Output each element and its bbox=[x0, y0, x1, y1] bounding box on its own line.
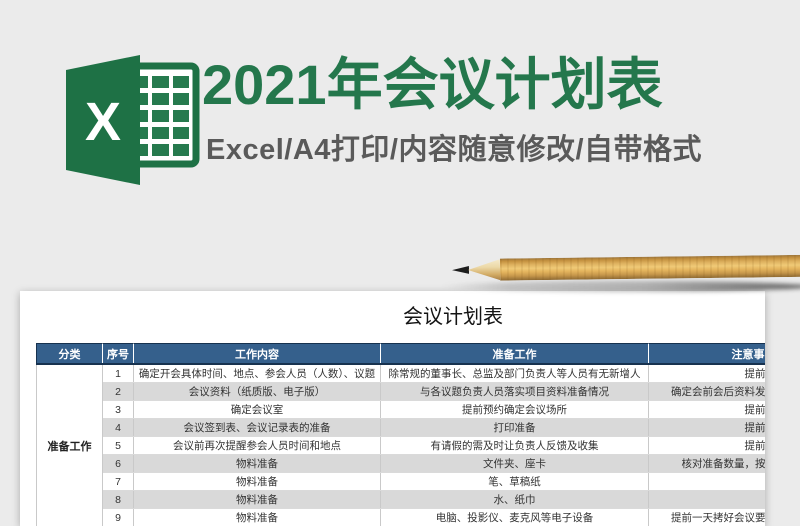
cell-content: 物料准备 bbox=[133, 454, 381, 473]
banner-title: 2021年会议计划表 bbox=[202, 53, 663, 116]
table-row: 2 会议资料（纸质版、电子版） 与各议题负责人员落实项目资料准备情况 确定会前会… bbox=[37, 382, 765, 401]
header-prep: 准备工作 bbox=[380, 343, 649, 365]
cell-no: 9 bbox=[102, 508, 134, 526]
pencil-body bbox=[499, 254, 800, 281]
pencil-graphite-tip bbox=[452, 265, 469, 274]
header-note: 注意事 bbox=[648, 343, 765, 365]
cell-prep: 与各议题负责人员落实项目资料准备情况 bbox=[380, 382, 649, 401]
table-row: 6 物料准备 文件夹、座卡 核对准备数量，按 bbox=[37, 454, 765, 473]
cell-no: 6 bbox=[102, 454, 134, 473]
cell-note: 核对准备数量，按 bbox=[648, 454, 765, 473]
cell-prep: 水、纸巾 bbox=[380, 490, 649, 509]
excel-logo-icon: X bbox=[66, 55, 200, 185]
cell-prep: 打印准备 bbox=[380, 418, 649, 437]
excel-x-letter: X bbox=[85, 92, 121, 152]
cell-note bbox=[648, 472, 765, 491]
banner-subtitle: Excel/A4打印/内容随意修改/自带格式 bbox=[206, 134, 703, 166]
cell-no: 2 bbox=[102, 382, 134, 401]
sheet-title: 会议计划表 bbox=[403, 306, 503, 328]
cell-prep: 除常规的董事长、总监及部门负责人等人员有无新增人 bbox=[380, 364, 649, 383]
cell-content: 确定会议室 bbox=[133, 400, 381, 419]
cell-no: 3 bbox=[102, 400, 134, 419]
pencil-wood-cone bbox=[468, 259, 500, 280]
meeting-plan-table: 分类 序号 工作内容 准备工作 注意事 准备工作 1 确定开会具体时间、地点、参… bbox=[36, 343, 765, 526]
cell-prep: 笔、草稿纸 bbox=[380, 472, 649, 491]
pencil-icon bbox=[452, 252, 800, 284]
cell-note: 提前一天拷好会议要 bbox=[648, 508, 765, 526]
cell-content: 会议签到表、会议记录表的准备 bbox=[133, 418, 381, 437]
table-row: 准备工作 1 确定开会具体时间、地点、参会人员（人数）、议题 除常规的董事长、总… bbox=[36, 364, 765, 526]
cell-content: 确定开会具体时间、地点、参会人员（人数）、议题 bbox=[133, 364, 381, 383]
cell-prep: 文件夹、座卡 bbox=[380, 454, 649, 473]
cell-content: 物料准备 bbox=[133, 490, 381, 509]
cell-no: 7 bbox=[102, 472, 134, 491]
table-row: 9 物料准备 电脑、投影仪、麦克风等电子设备 提前一天拷好会议要 bbox=[37, 508, 765, 526]
cell-no: 8 bbox=[102, 490, 134, 509]
cell-note: 确定会前会后资料发 bbox=[648, 382, 765, 401]
cell-prep: 电脑、投影仪、麦克风等电子设备 bbox=[380, 508, 649, 526]
cell-note: 提前 bbox=[648, 400, 765, 419]
cell-content: 会议资料（纸质版、电子版） bbox=[133, 382, 381, 401]
cell-prep: 有请假的需及时让负责人反馈及收集 bbox=[380, 436, 649, 455]
cell-note bbox=[648, 490, 765, 509]
header-no: 序号 bbox=[102, 343, 134, 365]
table-row: 5 会议前再次提醒参会人员时间和地点 有请假的需及时让负责人反馈及收集 提前 bbox=[37, 436, 765, 455]
cell-no: 1 bbox=[102, 364, 134, 383]
pencil-shadow bbox=[440, 281, 800, 292]
cell-note: 提前 bbox=[648, 418, 765, 437]
spreadsheet-paper: 会议计划表 分类 序号 工作内容 准备工作 注意事 准备工作 1 确定开会具体时… bbox=[20, 291, 765, 526]
cell-no: 4 bbox=[102, 418, 134, 437]
category-merged-cell: 准备工作 bbox=[36, 364, 103, 526]
table-row: 8 物料准备 水、纸巾 bbox=[37, 490, 765, 509]
cell-content: 会议前再次提醒参会人员时间和地点 bbox=[133, 436, 381, 455]
cell-content: 物料准备 bbox=[133, 472, 381, 491]
table-row: 3 确定会议室 提前预约确定会议场所 提前 bbox=[37, 400, 765, 419]
header-category: 分类 bbox=[36, 343, 103, 365]
table-row: 7 物料准备 笔、草稿纸 bbox=[37, 472, 765, 491]
excel-fold-panel bbox=[66, 55, 140, 185]
cell-no: 5 bbox=[102, 436, 134, 455]
cell-content: 物料准备 bbox=[133, 508, 381, 526]
cell-note: 提前 bbox=[648, 364, 765, 383]
table-row: 4 会议签到表、会议记录表的准备 打印准备 提前 bbox=[37, 418, 765, 437]
table-header-row: 分类 序号 工作内容 准备工作 注意事 bbox=[36, 343, 765, 365]
header-content: 工作内容 bbox=[133, 343, 381, 365]
cell-prep: 提前预约确定会议场所 bbox=[380, 400, 649, 419]
cell-note: 提前 bbox=[648, 436, 765, 455]
